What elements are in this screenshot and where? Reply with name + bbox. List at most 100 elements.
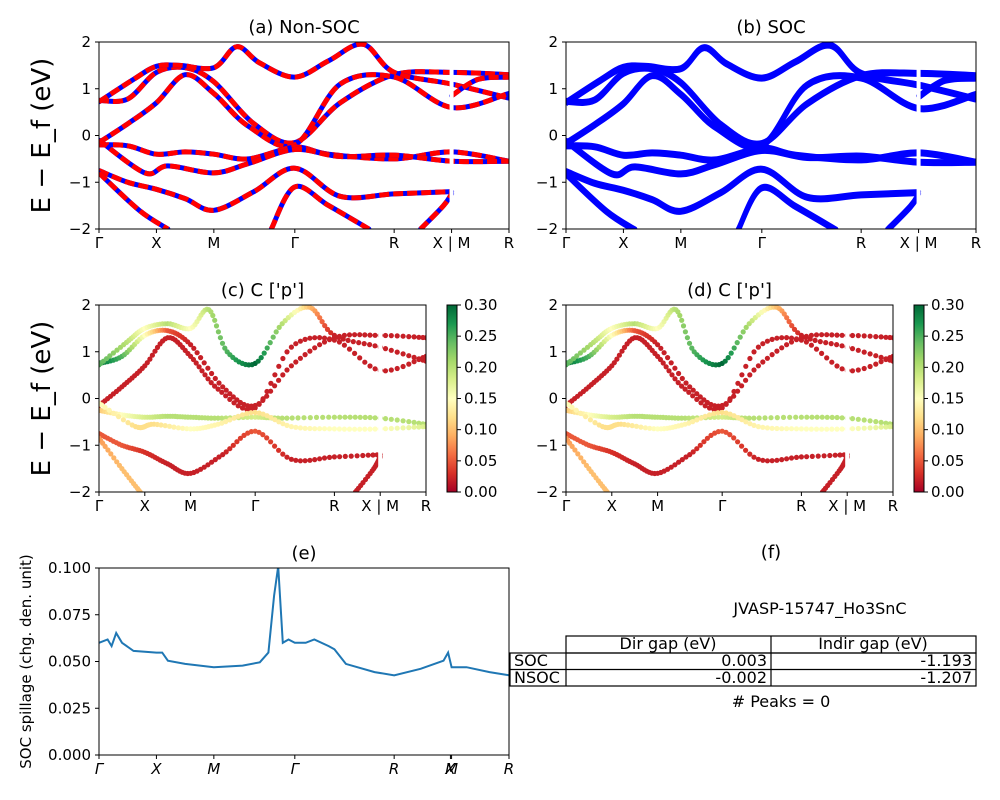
colorbar-tick-label: 0.05 [931, 452, 964, 470]
proj-point-2-67 [774, 335, 780, 341]
proj-point-2-64 [293, 341, 299, 347]
proj-point-4-66 [346, 426, 353, 432]
proj-point-4-60 [317, 426, 323, 432]
proj-point-1-67 [264, 345, 270, 351]
proj-point-3-74 [342, 414, 348, 420]
proj-point-5-46 [690, 449, 696, 455]
proj-point-5-57 [264, 435, 270, 441]
proj-point-2-60 [276, 363, 282, 369]
proj-point-0-61 [280, 372, 286, 378]
proj-point-4-7 [592, 420, 598, 426]
proj-point-2-79 [834, 363, 840, 369]
proj-point-2-90 [890, 353, 893, 359]
proj-point-5-77 [827, 452, 833, 459]
proj-point-3-77 [824, 414, 830, 420]
proj-point-4-75 [394, 425, 400, 431]
proj-point-5-41 [205, 462, 211, 468]
panel-c: (c) C ['p'] 0.30 0.25 0.20 0.15 0.10 0.05 0.00 2… [27, 280, 497, 515]
proj-point-5-45 [687, 452, 693, 458]
colorbar-tick-label: 0.15 [464, 390, 497, 408]
panel-c-plot-area [99, 305, 426, 492]
x-tick-label: X | M [433, 234, 471, 252]
proj-point-5-75 [348, 453, 354, 459]
proj-point-3-70 [787, 414, 793, 420]
proj-point-2-44 [212, 383, 218, 389]
proj-point-5-62 [284, 454, 290, 460]
proj-point-0-62 [751, 367, 757, 373]
colorbar-c [446, 304, 458, 493]
proj-point-2-68 [779, 335, 785, 341]
band-line-dashed-9 [450, 74, 509, 98]
band-line-9 [916, 74, 976, 99]
proj-point-0-85 [400, 333, 406, 339]
proj-point-5-48 [697, 442, 703, 448]
proj-point-2-58 [735, 380, 741, 386]
proj-point-4-81 [423, 424, 426, 430]
proj-point-1-98 [839, 343, 845, 349]
proj-point-4-39 [694, 417, 700, 423]
proj-point-5-65 [764, 458, 771, 464]
proj-point-4-58 [307, 425, 313, 432]
x-tick-label: X [444, 760, 456, 778]
proj-point-1-96 [361, 341, 367, 347]
x-tick-label: R [504, 760, 514, 778]
proj-point-0-75 [813, 332, 820, 338]
proj-point-5-71 [793, 454, 800, 460]
proj-point-4-26 [184, 426, 190, 432]
proj-point-1-53 [689, 345, 695, 351]
proj-point-4-63 [798, 426, 805, 432]
proj-point-0-70 [788, 339, 795, 345]
proj-point-4-54 [755, 424, 762, 430]
proj-point-4-47 [727, 411, 733, 417]
x-tick-label: X | M [828, 497, 866, 515]
proj-point-4-7 [125, 420, 131, 426]
panel-d-plot-area [566, 305, 893, 492]
panel-e-plot-area [99, 568, 509, 677]
proj-point-3-84 [394, 417, 400, 423]
proj-point-1-101 [388, 347, 394, 353]
proj-point-1-66 [728, 350, 734, 356]
colorbar-tick-label: 0.10 [931, 421, 964, 439]
proj-point-1-5 [577, 350, 584, 356]
x-tick-label: M [207, 760, 220, 778]
proj-point-0-41 [205, 365, 211, 371]
proj-point-2-87 [411, 359, 417, 365]
proj-point-1-86 [786, 319, 792, 325]
proj-point-1-47 [210, 312, 216, 319]
proj-point-2-47 [223, 393, 229, 399]
x-tick-label: R [796, 497, 806, 515]
proj-point-2-58 [268, 380, 274, 386]
proj-point-4-48 [731, 413, 737, 419]
proj-point-2-77 [357, 355, 363, 361]
proj-point-4-57 [769, 425, 775, 431]
proj-point-2-68 [312, 335, 318, 341]
proj-point-2-86 [873, 361, 879, 367]
proj-point-2-70 [321, 335, 328, 341]
proj-point-4-73 [849, 426, 856, 432]
proj-point-3-87 [411, 419, 417, 425]
proj-point-2-42 [205, 376, 211, 382]
proj-point-1-85 [317, 315, 323, 321]
proj-point-0-37 [191, 345, 197, 351]
proj-point-2-20 [614, 356, 620, 362]
proj-point-5-68 [312, 457, 318, 463]
proj-point-5-47 [227, 446, 233, 452]
band-line-split-6 [566, 173, 635, 229]
proj-point-0-87 [878, 334, 884, 340]
proj-point-3-73 [804, 414, 810, 420]
proj-point-0-46 [690, 387, 696, 393]
proj-point-4-39 [227, 417, 233, 423]
band-line-split-2 [566, 75, 976, 151]
x-tick-label: Γ [758, 234, 767, 252]
proj-point-6-3 [569, 443, 575, 449]
colorbar-tick-label: 0.15 [931, 390, 964, 408]
proj-point-0-39 [198, 355, 204, 361]
proj-point-3-71 [793, 414, 799, 420]
panel-b-title: (b) SOC [736, 17, 805, 38]
proj-point-5-72 [331, 454, 337, 460]
proj-point-6-4 [105, 447, 111, 453]
proj-point-5-46 [223, 449, 229, 455]
proj-point-1-71 [743, 324, 749, 330]
proj-point-2-43 [208, 380, 214, 386]
colorbar-tick-label: 0.00 [931, 483, 964, 501]
